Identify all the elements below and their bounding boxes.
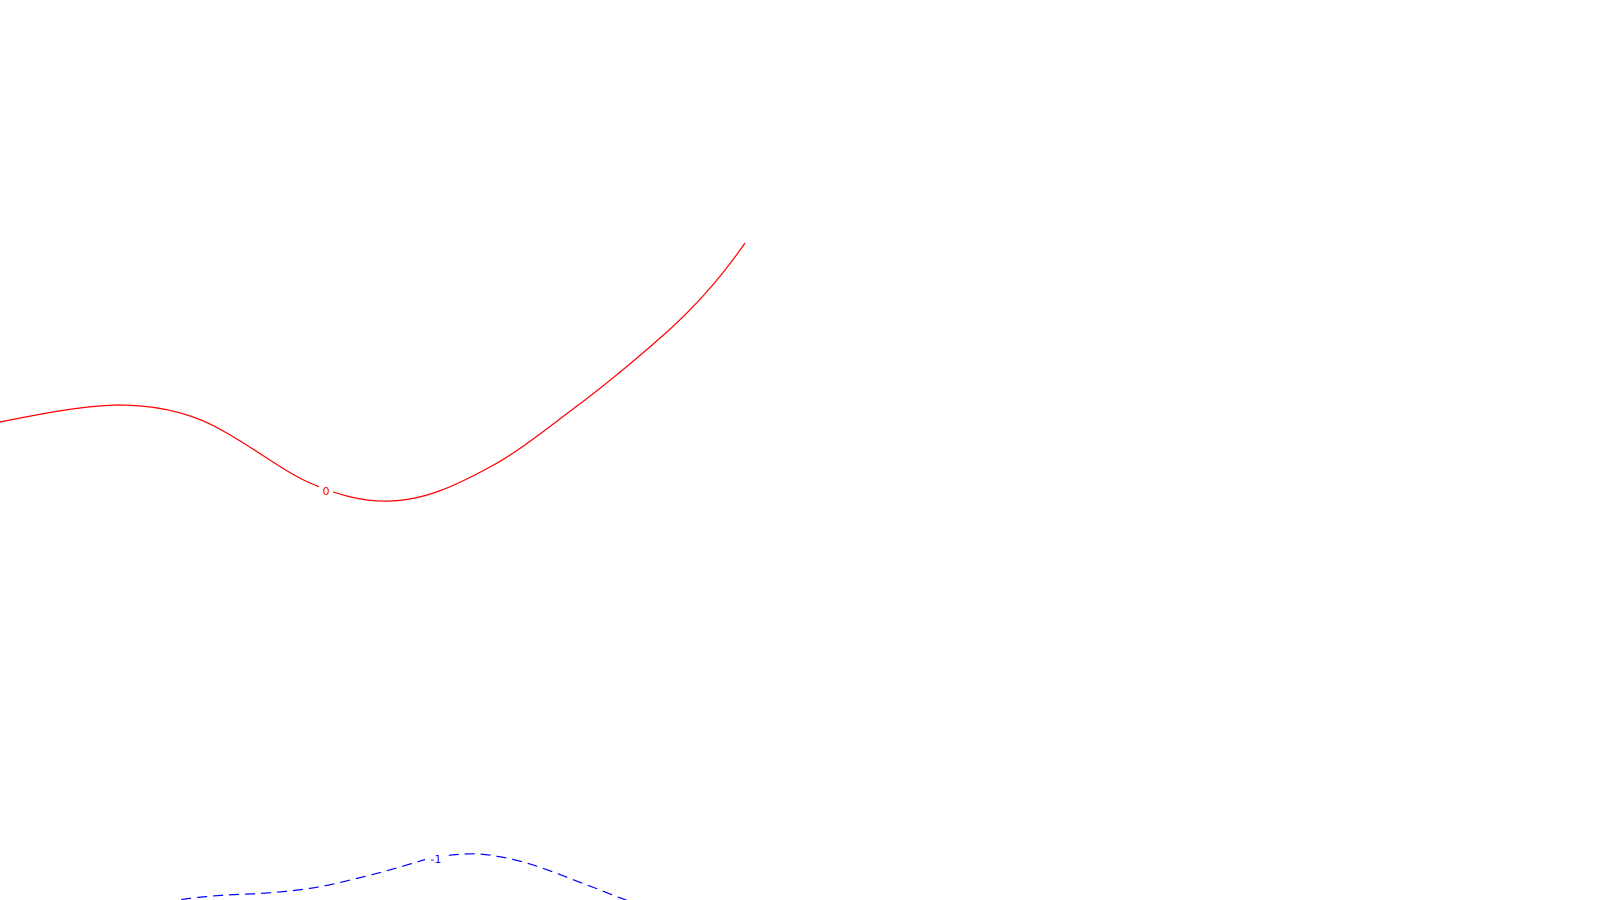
contour-zero-label: 0	[323, 485, 330, 498]
contour-zero: 0	[0, 242, 746, 502]
contour-minus-one-label: -1	[431, 853, 442, 866]
contour-minus-one-line	[175, 853, 628, 900]
contour-minus-one: -1	[175, 853, 628, 900]
contour-minus-one-label-bg	[425, 853, 447, 866]
contour-zero-label-bg	[319, 484, 333, 498]
contour-zero-line	[0, 242, 746, 502]
